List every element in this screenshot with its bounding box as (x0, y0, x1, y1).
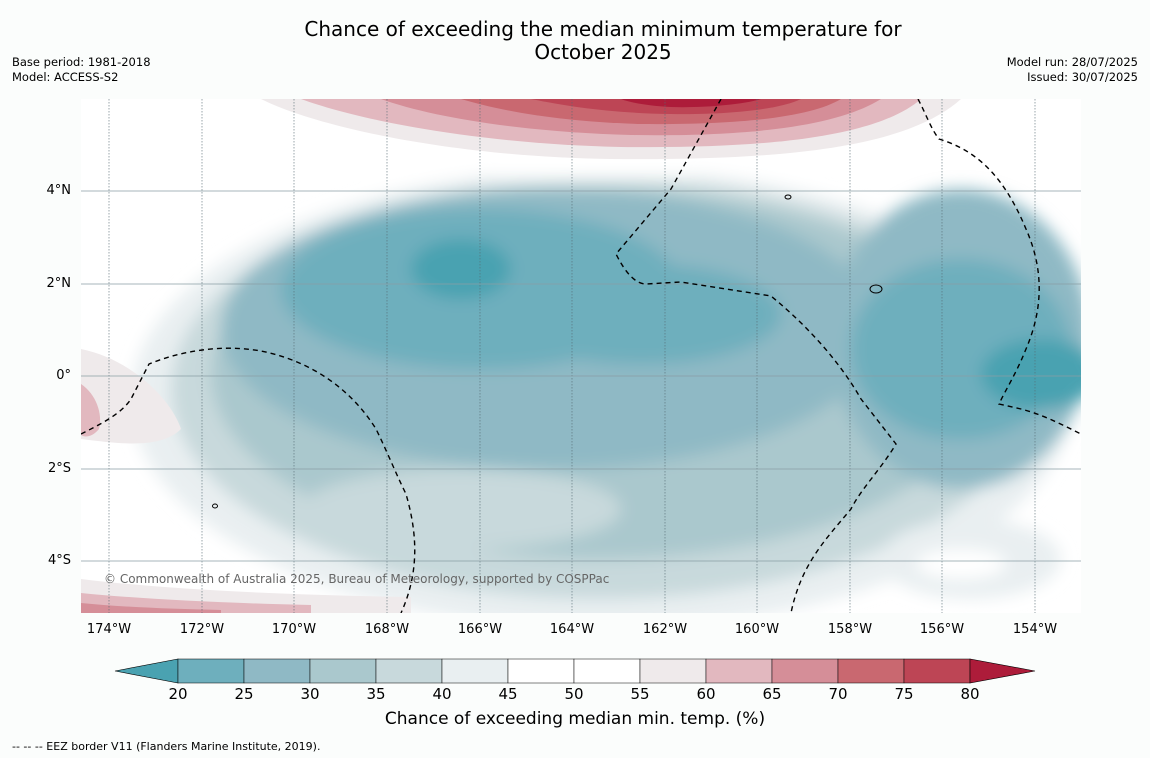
meta-right: Model run: 28/07/2025 Issued: 30/07/2025 (1007, 55, 1138, 85)
base-period: Base period: 1981-2018 (12, 55, 151, 69)
warm-band-top (261, 99, 961, 160)
colorbar-title: Chance of exceeding median min. temp. (%… (384, 709, 766, 729)
lon-label-156w: 156°W (919, 622, 965, 637)
title-line-2: October 2025 (534, 40, 672, 64)
colorbar-tick-75: 75 (894, 685, 914, 703)
colorbar-segment (375, 658, 443, 684)
colorbar-tick-80: 80 (960, 685, 980, 703)
lon-label-174w: 174°W (86, 622, 132, 637)
model-run: Model run: 28/07/2025 (1006, 55, 1138, 69)
colorbar (114, 658, 1036, 684)
colorbar-tick-30: 30 (300, 685, 320, 703)
colorbar-tick-55: 55 (630, 685, 650, 703)
colorbar-tick-25: 25 (234, 685, 254, 703)
lat-label-4n: 4°N (46, 183, 72, 198)
meta-left: Base period: 1981-2018 Model: ACCESS-S2 (12, 55, 151, 85)
lon-label-172w: 172°W (179, 622, 225, 637)
colorbar-segment (309, 658, 377, 684)
warm-patch-west (81, 349, 181, 444)
lon-label-170w: 170°W (271, 622, 317, 637)
model-name: Model: ACCESS-S2 (12, 70, 119, 84)
lat-label-4s: 4°S (47, 553, 71, 568)
colorbar-tick-50: 50 (564, 685, 584, 703)
colorbar-tick-45: 45 (498, 685, 518, 703)
colorbar-segment (573, 658, 641, 684)
colorbar-segment (243, 658, 311, 684)
colorbar-segment (639, 658, 707, 684)
colorbar-tick-40: 40 (432, 685, 452, 703)
colorbar-tick-70: 70 (828, 685, 848, 703)
lon-label-158w: 158°W (827, 622, 873, 637)
title-line-1: Chance of exceeding the median minimum t… (304, 17, 902, 41)
colorbar-segment (177, 658, 245, 684)
lon-label-164w: 164°W (549, 622, 595, 637)
colorbar-segment (837, 658, 905, 684)
colorbar-tick-35: 35 (366, 685, 386, 703)
map-title: Chance of exceeding the median minimum t… (200, 18, 1006, 64)
colorbar-segment (771, 658, 839, 684)
latitude-lines (81, 190, 1081, 562)
issued-date: Issued: 30/07/2025 (1027, 70, 1138, 84)
colorbar-segment (903, 658, 971, 684)
colorbar-tick-60: 60 (696, 685, 716, 703)
copyright-credit: © Commonwealth of Australia 2025, Bureau… (104, 572, 610, 586)
colorbar-tick-65: 65 (762, 685, 782, 703)
colorbar-extend-high (969, 658, 1036, 684)
lat-label-2s: 2°S (47, 461, 71, 476)
probability-map (81, 99, 1081, 613)
islands (212, 194, 883, 509)
lat-label-2n: 2°N (46, 276, 72, 291)
lon-label-160w: 160°W (734, 622, 780, 637)
eez-borders (81, 99, 1081, 613)
lon-label-166w: 166°W (457, 622, 503, 637)
colorbar-tick-20: 20 (168, 685, 188, 703)
lon-label-168w: 168°W (364, 622, 410, 637)
eez-legend-note: -- -- -- EEZ border V11 (Flanders Marine… (12, 740, 321, 753)
colorbar-segment (507, 658, 575, 684)
lat-label-0: 0° (56, 368, 71, 383)
colorbar-segment (705, 658, 773, 684)
colorbar-extend-low (114, 658, 179, 684)
lon-label-154w: 154°W (1012, 622, 1058, 637)
warm-band-bottom (81, 579, 411, 613)
colorbar-segment (441, 658, 509, 684)
lon-label-162w: 162°W (642, 622, 688, 637)
